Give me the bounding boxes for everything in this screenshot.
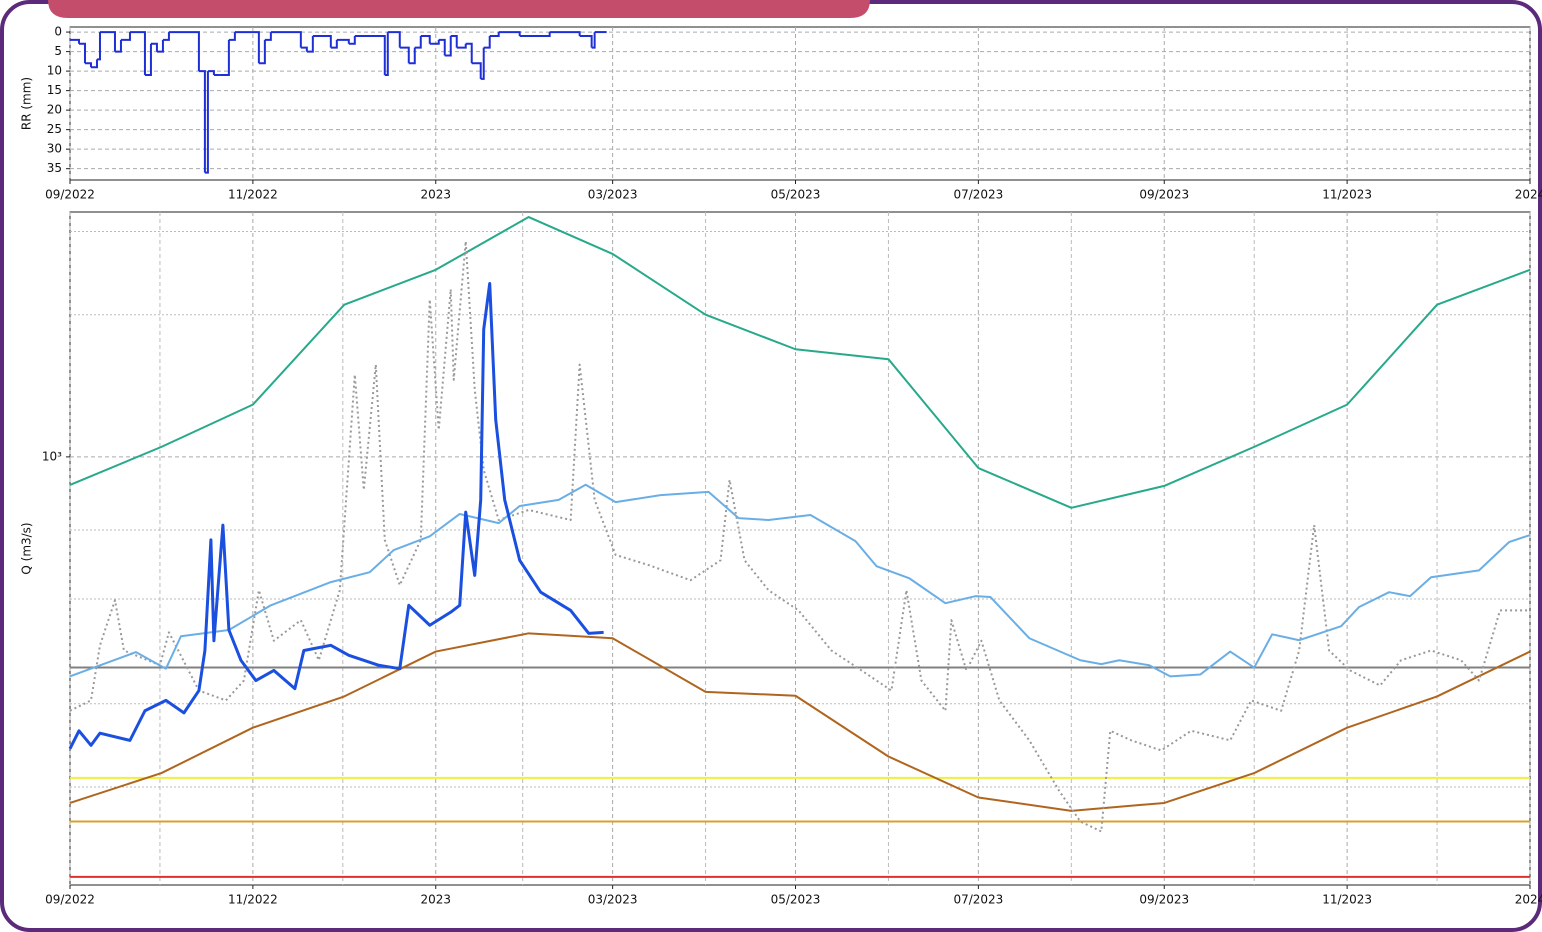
x-tick-label: 11/2022	[228, 188, 278, 202]
rain-step	[150, 42, 158, 52]
rain-step	[444, 35, 452, 57]
series-line	[69, 216, 1531, 509]
x-tick-label: 07/2023	[953, 893, 1003, 907]
rain-step	[70, 38, 80, 44]
rain-step	[120, 32, 131, 41]
rain-step	[498, 31, 521, 36]
x-tick-label: 09/2023	[1139, 188, 1189, 202]
rain-step	[258, 39, 266, 65]
rain-step	[483, 35, 491, 49]
x-tick-label: 11/2022	[228, 893, 278, 907]
rain-step	[300, 46, 308, 52]
rain-step	[549, 31, 581, 36]
x-tick-label: 2023	[420, 893, 451, 907]
y-tick-label: 20	[47, 103, 62, 117]
rain-step	[336, 38, 350, 44]
rain-chart: 09/2022 11/2022 2023 03/2023 05/2023 07/2023 0…	[20, 25, 1542, 202]
rain-step	[168, 31, 200, 72]
x-tick-label: 09/2022	[45, 893, 95, 907]
rain-step	[162, 32, 170, 41]
x-tick-label: 2024	[1515, 893, 1542, 907]
x-tick-label: 09/2023	[1139, 893, 1189, 907]
x-tick-label: 2023	[420, 188, 451, 202]
rain-step	[156, 39, 164, 53]
rain-step	[219, 39, 230, 77]
rain-step	[591, 32, 596, 49]
rain-step	[519, 32, 551, 37]
rain-step	[198, 70, 206, 173]
series-line	[69, 240, 1530, 833]
rain-step	[99, 31, 116, 52]
x-tick-label: 2024	[1515, 188, 1542, 202]
rain-step	[84, 62, 92, 68]
x-tick-label: 03/2023	[588, 188, 638, 202]
rain-step	[144, 43, 152, 77]
flow-chart: 09/2022 11/2022 2023 03/2023 05/2023 07/2023 0…	[20, 211, 1542, 907]
rain-step	[90, 59, 98, 69]
rain-step	[456, 43, 467, 49]
x-tick-label: 11/2023	[1322, 188, 1372, 202]
rain-step	[330, 39, 338, 49]
rain-step	[438, 38, 446, 56]
x-tick-label: 05/2023	[771, 893, 821, 907]
y-axis-label: Q (m3/s)	[20, 522, 34, 574]
rain-step	[354, 34, 386, 76]
rain-step	[204, 71, 209, 174]
rain-step	[228, 32, 236, 41]
x-tick-label: 03/2023	[588, 893, 638, 907]
rain-step	[399, 46, 410, 64]
rain-step	[408, 47, 416, 65]
series-line	[69, 632, 1531, 812]
rain-step	[387, 31, 401, 48]
rain-step	[480, 47, 485, 80]
y-tick-label: 10³	[42, 449, 62, 463]
rain-step	[420, 34, 431, 44]
series-line	[68, 281, 604, 750]
rain-step	[270, 31, 302, 48]
y-axis-label: RR (mm)	[20, 77, 34, 130]
x-tick-label: 07/2023	[953, 188, 1003, 202]
rain-step	[234, 31, 260, 64]
rain-step	[429, 39, 440, 45]
rain-step	[207, 70, 215, 76]
y-tick-label: 35	[47, 161, 62, 175]
rain-step	[306, 35, 314, 53]
rain-step	[450, 34, 458, 48]
rain-step	[129, 31, 146, 76]
y-tick-label: 30	[47, 142, 62, 156]
x-tick-label: 05/2023	[771, 188, 821, 202]
rain-step	[348, 35, 356, 45]
rain-step	[579, 34, 593, 48]
rain-step	[312, 34, 332, 48]
rain-step	[264, 32, 272, 41]
header-tab	[48, 0, 870, 18]
plot-area	[69, 26, 1531, 181]
rain-step	[465, 42, 473, 64]
rain-step	[414, 35, 422, 49]
x-tick-label: 09/2022	[45, 188, 95, 202]
rain-step	[78, 42, 86, 64]
y-tick-label: 15	[47, 83, 62, 97]
rain-step	[96, 32, 101, 61]
y-tick-label: 5	[54, 44, 62, 58]
y-tick-label: 25	[47, 122, 62, 136]
y-tick-label: 0	[54, 25, 62, 39]
rain-step	[114, 39, 122, 53]
rain-step	[489, 32, 500, 37]
y-tick-label: 10	[47, 64, 62, 78]
series-line	[69, 483, 1531, 678]
rain-step	[471, 62, 482, 79]
plot-area	[69, 211, 1531, 886]
x-tick-label: 11/2023	[1322, 893, 1372, 907]
rain-step	[384, 32, 389, 77]
